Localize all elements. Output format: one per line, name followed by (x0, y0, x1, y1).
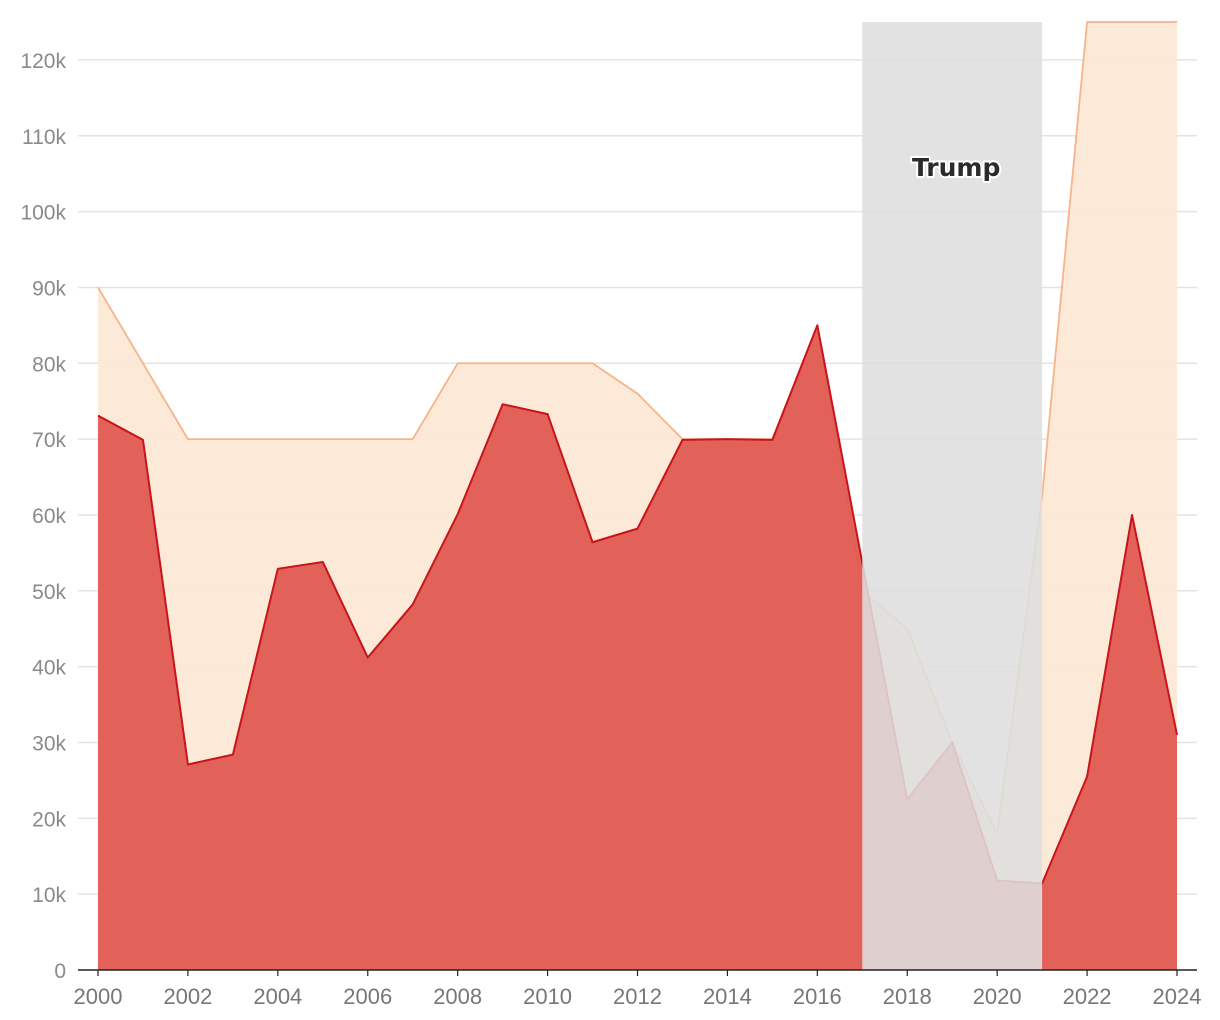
y-tick-label-70k: 70k (32, 429, 66, 452)
y-tick-label-100k: 100k (20, 202, 66, 225)
x-tick-label-2016: 2016 (793, 984, 842, 1009)
x-axis (78, 969, 1197, 976)
y-tick-label-0: 0 (54, 960, 66, 983)
y-tick-label-110k: 110k (22, 126, 66, 149)
y-tick-label-90k: 90k (32, 277, 66, 300)
x-tick-label-2006: 2006 (343, 984, 392, 1009)
annotation-band (862, 22, 1043, 970)
y-tick-label-30k: 30k (32, 732, 66, 755)
x-tick-label-2018: 2018 (883, 984, 932, 1009)
annotation-label-trump: Trump (912, 153, 1000, 182)
annotation-band-trump (862, 22, 1043, 970)
x-tick-label-2008: 2008 (433, 984, 482, 1009)
annotation-labels: Trump (910, 151, 1002, 184)
x-tick-label-2004: 2004 (253, 984, 302, 1009)
x-tick-label-2020: 2020 (973, 984, 1022, 1009)
x-tick-label-2000: 2000 (74, 984, 123, 1009)
y-tick-label-40k: 40k (32, 657, 66, 680)
x-tick-label-2022: 2022 (1063, 984, 1112, 1009)
y-tick-label-60k: 60k (32, 505, 66, 528)
x-tick-label-2014: 2014 (703, 984, 752, 1009)
y-tick-label-10k: 10k (32, 884, 66, 907)
x-tick-label-2012: 2012 (613, 984, 662, 1009)
y-tick-label-50k: 50k (32, 581, 66, 604)
y-tick-labels: 0 10k 20k 30k 40k 50k 60k 70k 80k 90k 100k 110k 120k (20, 50, 66, 983)
x-tick-label-2010: 2010 (523, 984, 572, 1009)
x-tick-label-2024: 2024 (1153, 984, 1202, 1009)
x-tick-labels: 2000 2002 2004 2006 2008 2010 2012 2014 2016 2018… (74, 984, 1202, 1009)
x-tick-label-2002: 2002 (163, 984, 212, 1009)
y-tick-label-80k: 80k (32, 353, 66, 376)
y-tick-label-120k: 120k (20, 50, 66, 73)
y-tick-label-20k: 20k (32, 808, 66, 831)
